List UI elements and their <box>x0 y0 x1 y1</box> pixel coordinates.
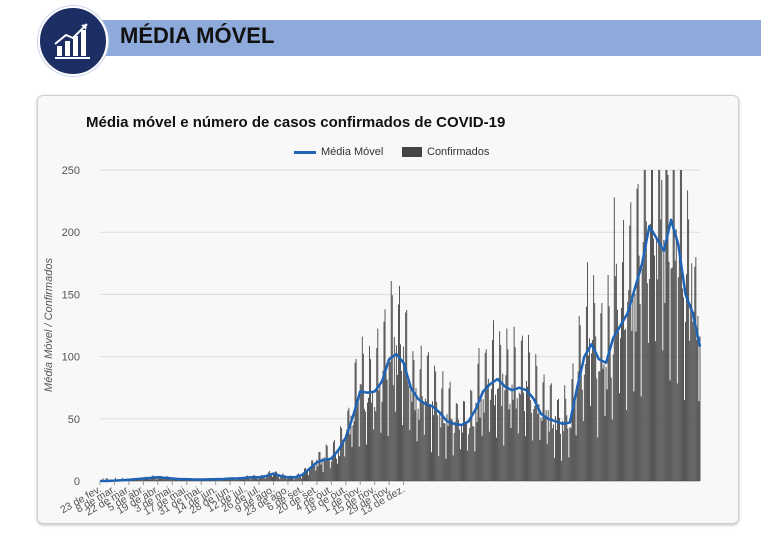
logo-badge <box>38 6 108 76</box>
legend-line-swatch <box>294 150 316 154</box>
y-axis-label: Média Móvel / Confirmados <box>43 258 55 392</box>
bar-chart-growth-icon <box>54 23 90 59</box>
y-tick-label: 50 <box>68 414 80 426</box>
page-title: MÉDIA MÓVEL <box>120 23 275 48</box>
legend-bar-swatch <box>402 147 422 157</box>
header-band <box>60 20 761 56</box>
y-tick-label: 200 <box>62 227 80 239</box>
moving-average-line <box>99 218 702 483</box>
y-tick-label: 150 <box>62 289 80 301</box>
y-tick-label: 100 <box>62 352 80 364</box>
chart-legend: Média Móvel Confirmados <box>0 146 761 162</box>
legend-confirmed[interactable]: Confirmados <box>402 146 489 158</box>
legend-label-moving-average: Média Móvel <box>321 146 384 158</box>
y-tick-label: 250 <box>62 165 80 177</box>
y-tick-label: 0 <box>74 476 80 488</box>
legend-moving-average[interactable]: Média Móvel <box>294 146 383 158</box>
legend-label-confirmed: Confirmados <box>427 146 490 158</box>
chart-title: Média móvel e número de casos confirmado… <box>86 114 506 131</box>
